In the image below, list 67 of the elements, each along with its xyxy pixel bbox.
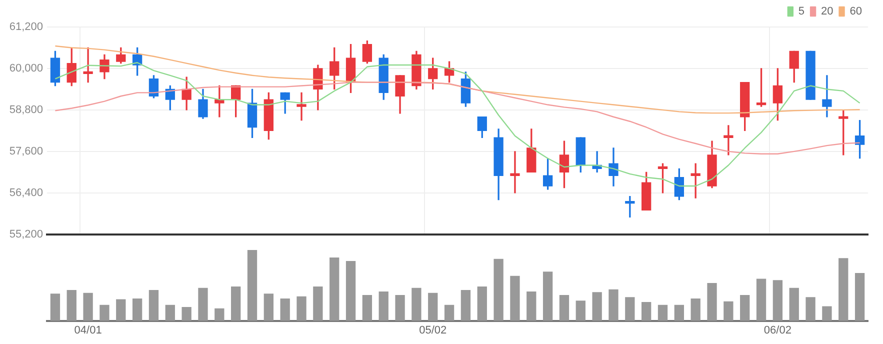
y-tick-label: 58,800 [9,104,43,116]
bar [789,288,799,321]
bar [412,288,422,321]
candlestick [83,47,93,83]
bar [395,294,405,321]
bar [690,298,700,321]
bar [740,294,750,321]
bar [576,300,586,321]
bar [83,292,93,321]
y-tick-label: 57,600 [9,145,43,158]
candlestick [296,92,306,121]
bar [542,272,553,321]
bar [247,250,258,321]
bar [756,278,766,321]
bar [66,290,76,321]
bar [854,273,865,321]
x-tick-label: 04/01 [74,324,102,336]
legend-label: 20 [821,6,834,18]
bar [100,304,110,321]
bar [428,292,438,321]
x-tick-label: 06/02 [764,324,792,336]
bar [510,276,520,321]
bar [132,298,142,321]
bar [231,286,241,321]
bar [362,294,372,321]
bar [444,304,454,321]
bar [724,301,734,321]
bar [296,296,306,321]
bar [822,306,832,321]
y-tick-label: 56,400 [9,186,43,199]
legend-label: 5 [798,6,805,18]
bar [313,286,323,321]
bar [559,294,570,321]
bar [592,292,602,321]
bar [674,304,684,321]
y-tick-label: 61,200 [9,21,43,34]
bar [198,288,208,321]
x-tick-label: 05/02 [419,324,447,336]
bar [116,299,126,321]
legend-label: 60 [850,6,862,18]
bar [477,286,487,321]
bar [460,290,471,321]
bar [182,307,192,321]
bar [772,280,783,321]
bar [526,291,536,321]
bar [214,308,224,321]
bar [494,258,504,321]
bar [658,304,668,321]
bar [280,298,290,321]
bar [642,302,652,321]
bar [625,297,635,321]
candlestick [822,75,832,118]
bar [806,297,816,321]
candlestick [724,125,734,156]
bar [165,304,175,321]
bar [378,291,388,321]
bar [148,290,159,321]
bar [346,261,356,321]
bar [50,294,60,321]
y-tick-label: 60,000 [9,62,43,75]
y-tick-label: 55,200 [9,228,43,240]
bar [330,257,340,321]
bar [707,282,717,321]
bar [608,289,618,321]
bar [838,258,848,321]
bar [264,294,274,321]
candlestick [510,151,520,194]
